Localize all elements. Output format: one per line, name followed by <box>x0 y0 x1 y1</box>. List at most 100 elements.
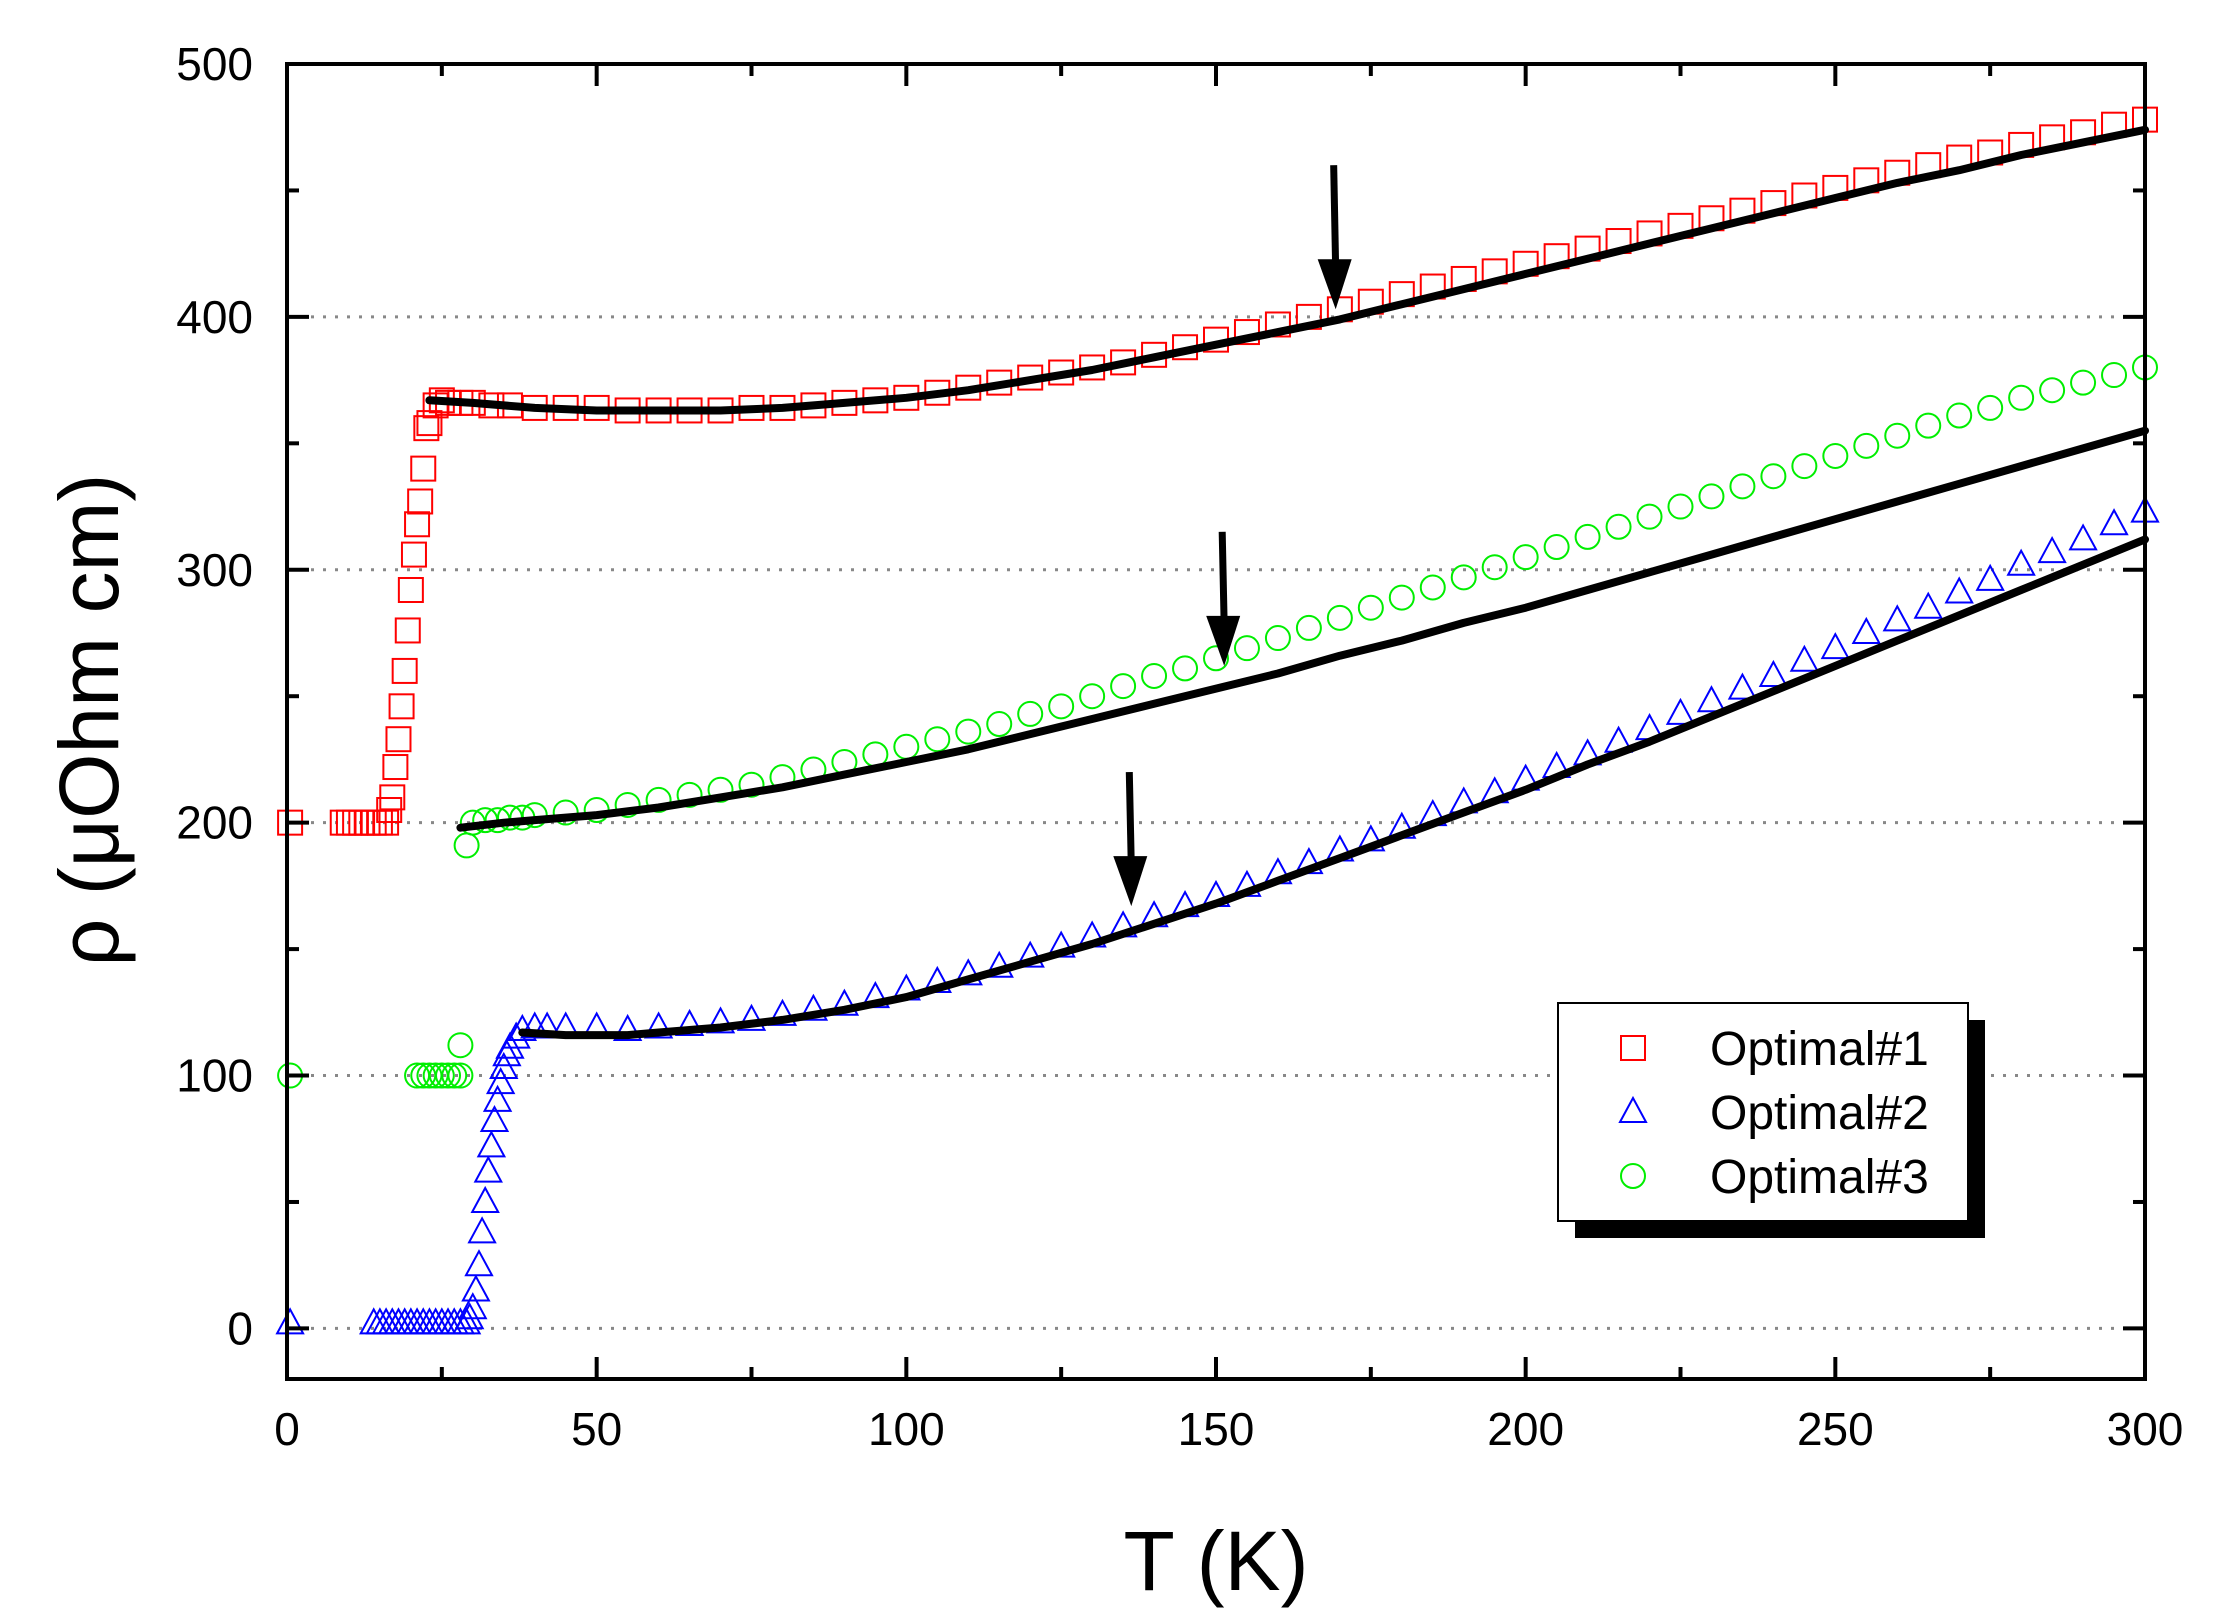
y-tick-labels: 0 100 200 300 400 500 <box>176 38 253 1354</box>
arrow-3 <box>1113 772 1148 907</box>
data-point <box>1884 422 1911 449</box>
data-point <box>470 1185 500 1213</box>
arrow-shaft <box>1125 772 1135 867</box>
data-point <box>953 958 983 986</box>
data-point <box>1450 564 1477 591</box>
data-point <box>1760 463 1787 490</box>
data-point <box>447 1062 474 1089</box>
y-axis-title: ρ (μOhm cm) <box>42 474 136 967</box>
data-point <box>1696 685 1727 713</box>
data-point <box>447 1032 474 1059</box>
data-point <box>738 771 765 798</box>
data-point <box>410 455 437 482</box>
data-point <box>1636 503 1663 530</box>
data-point <box>482 1084 513 1112</box>
data-point <box>1820 632 1851 660</box>
data-point <box>1698 483 1725 510</box>
data-point <box>1977 394 2004 421</box>
series-3-points <box>277 354 2158 1089</box>
data-point <box>552 799 579 826</box>
data-point <box>1667 493 1694 520</box>
y-tick-label: 500 <box>176 38 253 90</box>
arrow-shaft <box>1218 531 1228 626</box>
x-tick-label: 100 <box>868 1403 945 1455</box>
data-point <box>674 1008 705 1036</box>
data-point <box>1326 604 1353 631</box>
data-point <box>643 1011 674 1039</box>
data-point <box>1975 563 2005 591</box>
y-tick-label: 200 <box>176 797 253 849</box>
data-point <box>798 993 829 1021</box>
data-point <box>707 776 734 803</box>
data-point <box>1913 591 1943 619</box>
y-tick-label: 100 <box>176 1050 253 1102</box>
y-tick-label: 400 <box>176 291 253 343</box>
data-point <box>441 1062 468 1089</box>
arrow-1 <box>1317 165 1352 310</box>
x-tick-label: 300 <box>2107 1403 2184 1455</box>
arrow-shaft <box>1330 165 1340 270</box>
data-point <box>612 1013 643 1042</box>
data-point <box>955 718 982 745</box>
data-point <box>1605 513 1632 540</box>
data-point <box>455 1302 485 1330</box>
data-point <box>428 1062 455 1089</box>
data-point <box>1758 659 1789 687</box>
data-point <box>476 1130 507 1158</box>
x-tick-label: 50 <box>571 1403 622 1455</box>
legend-marker-circle <box>1620 1163 1646 1189</box>
annotation-arrows <box>1113 165 1352 907</box>
legend-entry: Optimal#3 <box>1620 1151 1929 1204</box>
x-tick-label: 0 <box>274 1403 300 1455</box>
data-point <box>2008 384 2035 411</box>
data-point <box>385 726 412 753</box>
data-point <box>1141 662 1168 689</box>
data-point <box>413 415 440 442</box>
arrow-head <box>1113 856 1148 907</box>
data-point <box>1015 940 1045 968</box>
series-3-fit-line <box>456 426 2149 832</box>
data-point <box>1017 700 1044 727</box>
data-point <box>1665 697 1696 725</box>
data-point <box>391 657 418 684</box>
data-point <box>379 784 406 811</box>
data-point <box>1946 402 1973 429</box>
data-point <box>1357 594 1384 621</box>
data-point <box>1851 616 1881 644</box>
legend: Optimal#1 Optimal#2 Optimal#3 <box>1557 1002 1985 1238</box>
data-point <box>2099 508 2129 536</box>
legend-label: Optimal#3 <box>1710 1151 1929 1204</box>
data-point <box>485 1067 516 1095</box>
data-point <box>676 781 703 808</box>
y-tick-label: 300 <box>176 544 253 596</box>
data-point <box>1079 683 1106 710</box>
x-axis-title: T (K) <box>1123 1514 1308 1608</box>
data-point <box>924 726 951 753</box>
data-point <box>1481 554 1508 581</box>
data-point <box>645 786 672 813</box>
data-point <box>2039 377 2066 404</box>
x-tick-label: 200 <box>1487 1403 1564 1455</box>
axis-ticks <box>285 62 2147 1379</box>
series-1-fit-line <box>425 125 2149 415</box>
data-point <box>2068 523 2098 551</box>
data-point <box>382 754 409 781</box>
data-point <box>1110 673 1137 700</box>
data-point <box>1295 614 1322 641</box>
data-point <box>614 791 641 818</box>
legend-marker-triangle <box>1618 1095 1648 1123</box>
data-point <box>1822 442 1849 469</box>
data-point <box>458 1292 488 1320</box>
arrow-head <box>1206 615 1241 666</box>
legend-entry: Optimal#1 <box>1620 1023 1929 1076</box>
data-point <box>507 1013 538 1042</box>
data-point <box>1944 576 1974 604</box>
data-point <box>829 988 860 1016</box>
data-point <box>2037 535 2067 564</box>
data-point <box>275 1307 305 1335</box>
data-point <box>1172 655 1199 682</box>
x-tick-label: 250 <box>1797 1403 1874 1455</box>
legend-label: Optimal#2 <box>1710 1087 1929 1140</box>
legend-label: Optimal#1 <box>1710 1023 1929 1076</box>
